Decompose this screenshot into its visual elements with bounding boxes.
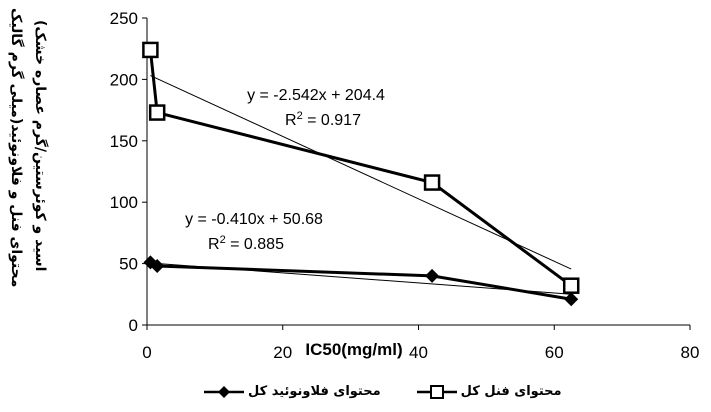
trend-r-squared: R2 = 0.885	[208, 234, 284, 253]
data-point-diamond	[564, 292, 579, 307]
data-point-square	[148, 104, 166, 121]
y-tick-label: 100	[110, 193, 138, 212]
series-line-1	[149, 261, 572, 301]
y-tick-label: 0	[129, 316, 138, 335]
y-axis-label-line2: اسید و کوئرستین/گرم عصاره خشک)	[32, 20, 48, 272]
legend-label-phenol: محتوای فنل کل	[460, 384, 562, 399]
x-axis-label: IC50(mg/ml)	[305, 340, 402, 359]
data-point-square	[562, 277, 580, 294]
y-axis-label-line1: محتوای فنل و فلاونوئید(میلی گرم گالیک	[8, 8, 24, 288]
legend-item-flavonoid: محتوای فلاونوئید کل	[200, 384, 381, 399]
legend-item-phenol: محتوای فنل کل	[413, 384, 562, 399]
trendline-0	[150, 75, 572, 270]
y-tick-label: 250	[110, 9, 138, 28]
y-tick-label: 50	[119, 255, 138, 274]
series-line-0	[148, 49, 573, 287]
y-tick-label: 200	[110, 70, 138, 89]
legend-diamond-marker	[204, 385, 244, 398]
legend-square-marker	[416, 384, 457, 399]
legend: محتوای فلاونوئید کل محتوای فنل کل	[200, 384, 594, 399]
data-point-diamond	[150, 259, 165, 274]
y-tick-label: 150	[110, 132, 138, 151]
x-tick-label: 40	[409, 343, 428, 362]
x-tick-label: 0	[142, 343, 151, 362]
legend-label-flavonoid: محتوای فلاونوئید کل	[248, 384, 381, 399]
trend-equation: y = -0.410x + 50.68	[185, 211, 323, 228]
trend-r-squared: R2 = 0.917	[285, 110, 361, 129]
x-tick-label: 20	[273, 343, 292, 362]
x-tick-label: 60	[545, 343, 564, 362]
data-point-square	[142, 41, 159, 59]
data-point-diamond	[425, 268, 440, 283]
data-point-square	[423, 174, 441, 191]
trend-equation: y = -2.542x + 204.4	[247, 87, 385, 104]
x-tick-label: 80	[681, 343, 700, 362]
